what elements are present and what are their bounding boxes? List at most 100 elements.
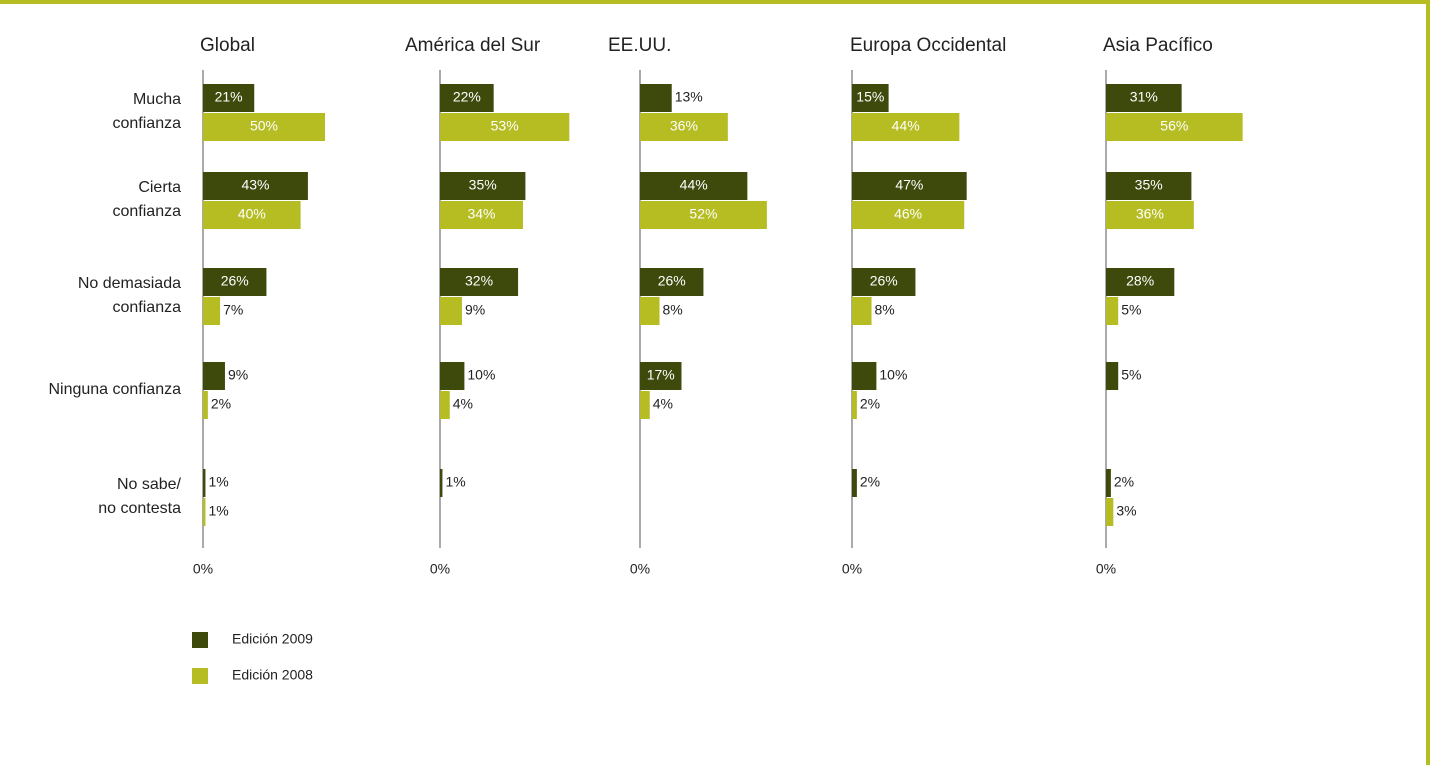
- bar: [852, 362, 877, 390]
- panel-title: América del Sur: [405, 35, 541, 56]
- bar: [203, 268, 267, 296]
- value-label: 1%: [445, 474, 465, 490]
- bar: [852, 391, 857, 419]
- bar: [640, 268, 704, 296]
- panel-title: Asia Pacífico: [1103, 35, 1213, 56]
- bar: [203, 297, 221, 325]
- category-label: Mucha confianza: [112, 91, 182, 132]
- bar: [1106, 172, 1192, 200]
- value-label: 52%: [689, 206, 717, 222]
- bar: [640, 201, 767, 229]
- value-label: 10%: [879, 367, 907, 383]
- value-label: 35%: [1135, 177, 1163, 193]
- value-label: 17%: [647, 367, 675, 383]
- bar: [852, 469, 857, 497]
- bar: [1106, 362, 1119, 390]
- bar: [1106, 498, 1114, 526]
- value-label: 21%: [215, 89, 243, 105]
- bar: [640, 113, 728, 141]
- panel-title: Global: [200, 35, 255, 56]
- bar: [640, 172, 748, 200]
- value-label: 56%: [1160, 118, 1188, 134]
- legend-swatch: [192, 632, 208, 648]
- bar: [203, 113, 325, 141]
- bar: [203, 201, 301, 229]
- category-label: No sabe/ no contesta: [98, 476, 181, 517]
- value-label: 36%: [670, 118, 698, 134]
- value-label: 43%: [241, 177, 269, 193]
- bar: [440, 268, 519, 296]
- x-tick-label: 0%: [1096, 561, 1116, 577]
- bar: [440, 201, 523, 229]
- bar: [640, 362, 682, 390]
- bar: [203, 391, 208, 419]
- bar: [852, 172, 967, 200]
- bar: [203, 84, 255, 112]
- bar: [203, 172, 308, 200]
- x-tick-label: 0%: [630, 561, 650, 577]
- bar: [640, 297, 660, 325]
- panel-title: EE.UU.: [608, 35, 671, 56]
- bar: [203, 469, 206, 497]
- category-label: Ninguna confianza: [48, 381, 181, 398]
- value-label: 50%: [250, 118, 278, 134]
- value-label: 15%: [856, 89, 884, 105]
- bar: [852, 268, 916, 296]
- bar: [440, 113, 570, 141]
- bar: [1106, 113, 1243, 141]
- value-label: 5%: [1121, 367, 1141, 383]
- frame-top: [0, 0, 1430, 4]
- value-label: 7%: [223, 302, 243, 318]
- bar: [1106, 297, 1119, 325]
- value-label: 36%: [1136, 206, 1164, 222]
- value-label: 46%: [894, 206, 922, 222]
- value-label: 40%: [238, 206, 266, 222]
- value-label: 26%: [221, 273, 249, 289]
- x-tick-label: 0%: [193, 561, 213, 577]
- value-label: 13%: [675, 89, 703, 105]
- value-label: 2%: [211, 396, 231, 412]
- bar: [640, 391, 650, 419]
- legend-label: Edición 2008: [232, 667, 313, 683]
- value-label: 4%: [653, 396, 673, 412]
- value-label: 9%: [228, 367, 248, 383]
- category-label: No demasiada confianza: [77, 275, 181, 316]
- value-label: 28%: [1126, 273, 1154, 289]
- bar: [440, 362, 465, 390]
- value-label: 32%: [465, 273, 493, 289]
- bar: [1106, 469, 1111, 497]
- bar: [852, 84, 889, 112]
- value-label: 2%: [860, 396, 880, 412]
- value-label: 34%: [467, 206, 495, 222]
- value-label: 8%: [663, 302, 683, 318]
- value-label: 9%: [465, 302, 485, 318]
- bar: [440, 84, 494, 112]
- value-label: 2%: [1114, 474, 1134, 490]
- bar: [440, 297, 462, 325]
- bar: [440, 469, 443, 497]
- bar: [1106, 201, 1194, 229]
- value-label: 4%: [453, 396, 473, 412]
- value-label: 1%: [208, 474, 228, 490]
- value-label: 2%: [860, 474, 880, 490]
- value-label: 35%: [469, 177, 497, 193]
- value-label: 53%: [491, 118, 519, 134]
- x-tick-label: 0%: [842, 561, 862, 577]
- value-label: 31%: [1130, 89, 1158, 105]
- value-label: 1%: [208, 503, 228, 519]
- bar: [1106, 84, 1182, 112]
- value-label: 8%: [875, 302, 895, 318]
- bar: [852, 113, 960, 141]
- legend-swatch: [192, 668, 208, 684]
- frame-right: [1426, 0, 1430, 765]
- bar: [203, 362, 225, 390]
- bar: [852, 201, 965, 229]
- value-label: 26%: [870, 273, 898, 289]
- value-label: 26%: [658, 273, 686, 289]
- value-label: 5%: [1121, 302, 1141, 318]
- bar: [203, 498, 206, 526]
- bar: [852, 297, 872, 325]
- category-label: Cierta confianza: [112, 179, 182, 220]
